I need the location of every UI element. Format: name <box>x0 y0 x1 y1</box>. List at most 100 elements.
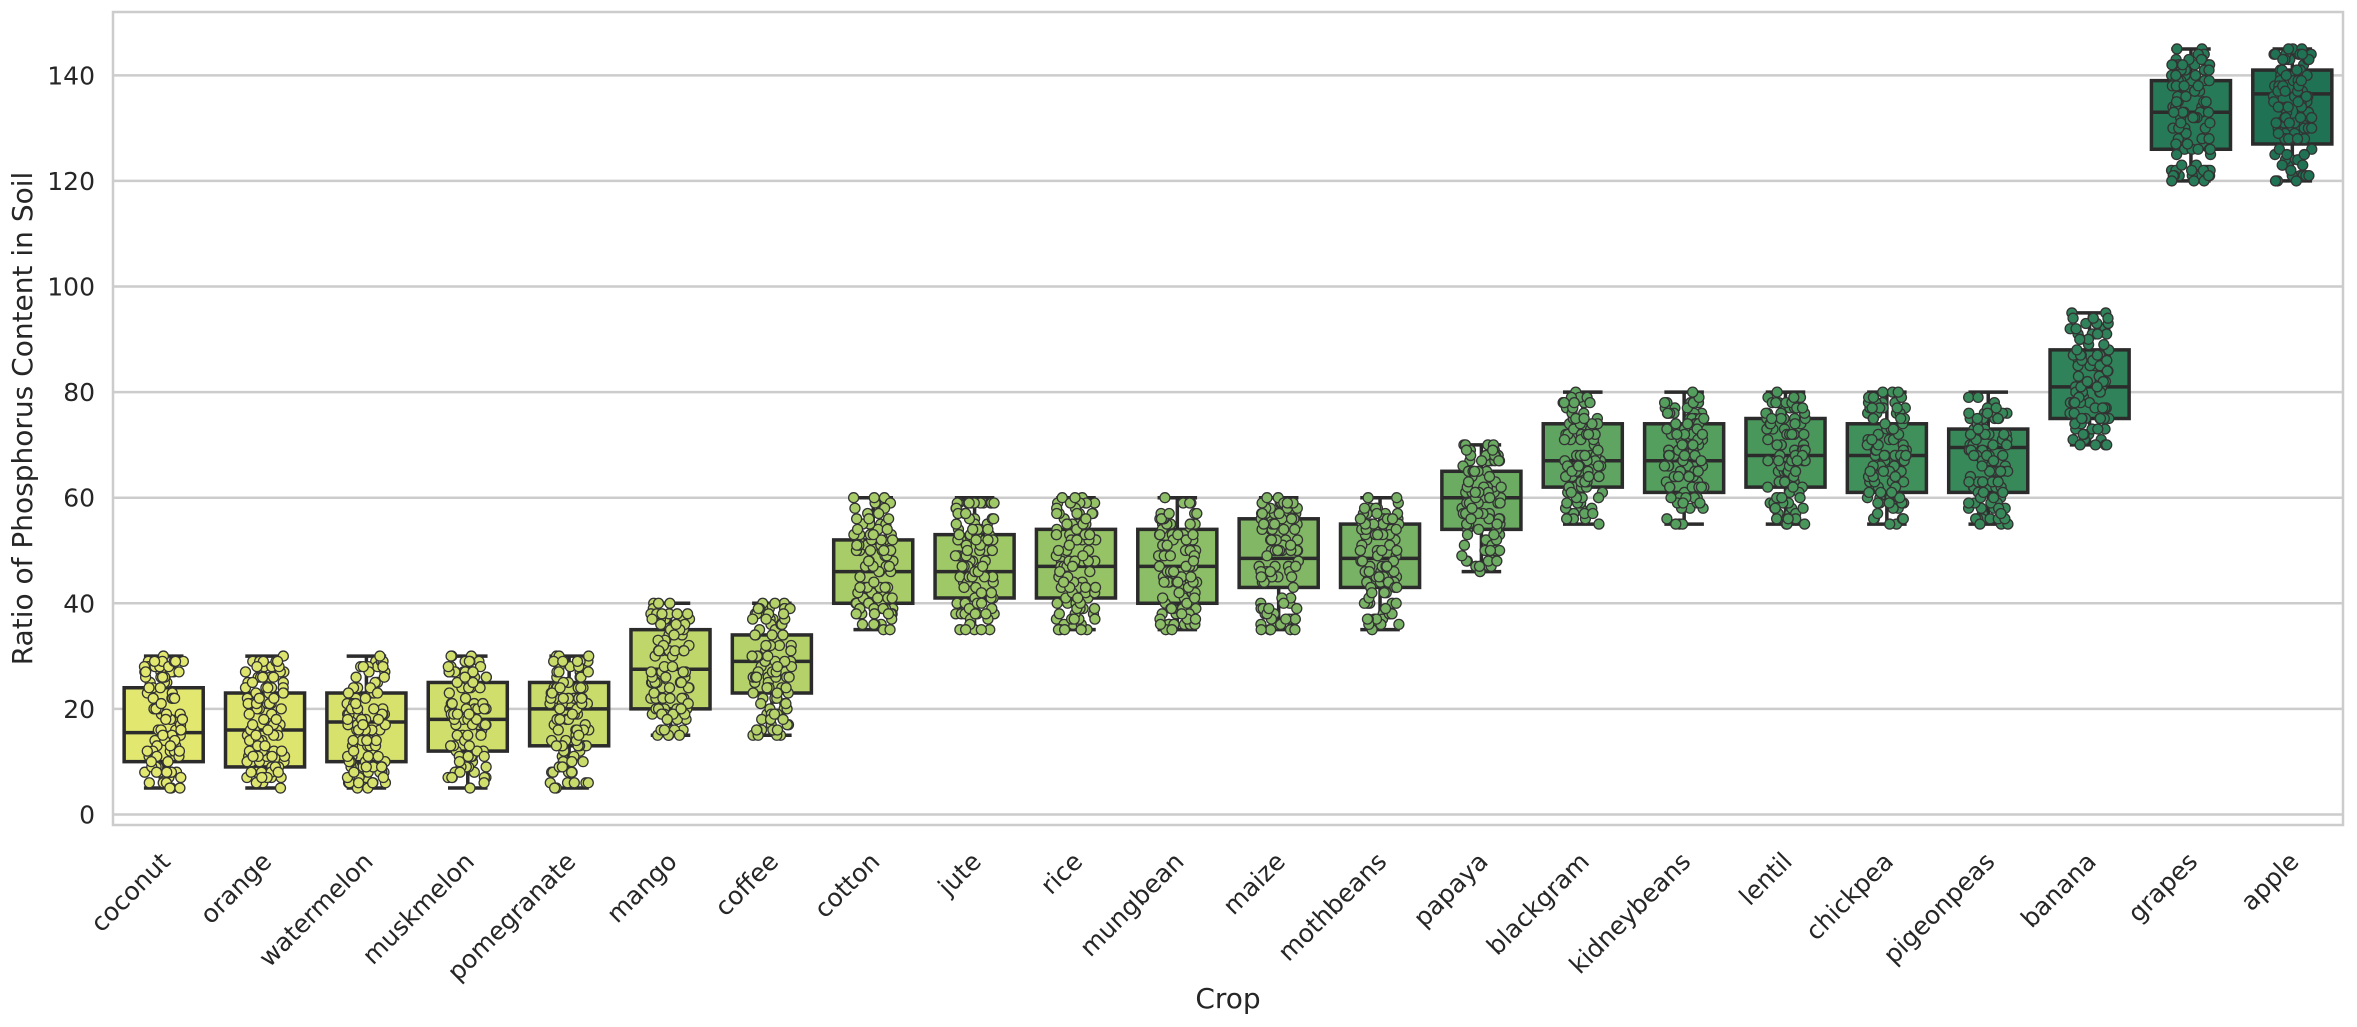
strip-point <box>1289 624 1301 636</box>
strip-point <box>1289 613 1301 625</box>
y-tick-label: 0 <box>79 800 95 829</box>
strip-point <box>1356 555 1369 567</box>
strip-point <box>1077 550 1089 562</box>
strip-point <box>1184 497 1196 509</box>
strip-point <box>664 597 676 609</box>
strip-point <box>1558 433 1571 446</box>
strip-point <box>987 513 1000 525</box>
strip-point <box>1154 528 1166 541</box>
points-mango <box>645 597 696 741</box>
strip-point <box>573 729 585 741</box>
strip-point <box>245 766 257 778</box>
strip-point <box>156 671 169 683</box>
strip-point <box>554 682 566 694</box>
strip-point <box>276 745 288 757</box>
strip-point <box>780 697 792 710</box>
strip-point <box>985 587 998 599</box>
strip-point <box>161 766 173 778</box>
strip-point <box>1493 544 1506 557</box>
strip-point <box>256 771 268 784</box>
strip-point <box>271 655 284 667</box>
strip-point <box>1782 513 1794 525</box>
strip-point <box>988 497 1000 509</box>
points-apple <box>2267 43 2318 187</box>
strip-point <box>1366 587 1378 599</box>
strip-point <box>1166 624 1178 636</box>
strip-point <box>464 782 476 794</box>
strip-point <box>2280 69 2292 82</box>
strip-point <box>886 592 898 604</box>
strip-point <box>1079 581 1092 594</box>
strip-point <box>2166 59 2178 71</box>
strip-point <box>262 724 274 736</box>
strip-point <box>959 624 972 636</box>
strip-point <box>1593 518 1605 530</box>
strip-point <box>1560 513 1573 525</box>
strip-point <box>160 713 172 726</box>
strip-point <box>1164 550 1176 562</box>
strip-point <box>882 513 895 525</box>
strip-point <box>881 523 893 536</box>
strip-point <box>878 544 890 557</box>
strip-point <box>371 687 384 699</box>
strip-point <box>1992 412 2004 425</box>
points-mungbean <box>1152 492 1203 636</box>
strip-point <box>253 692 265 704</box>
strip-point <box>1972 391 1984 404</box>
strip-point <box>1579 449 1591 462</box>
strip-point <box>675 676 687 689</box>
y-tick-label: 60 <box>63 484 95 513</box>
strip-point <box>875 534 887 546</box>
strip-point <box>1280 613 1292 625</box>
strip-point <box>173 666 185 678</box>
strip-point <box>168 692 181 704</box>
strip-point <box>1066 560 1079 572</box>
strip-point <box>2097 402 2109 414</box>
strip-point <box>1084 528 1096 541</box>
strip-point <box>675 703 687 715</box>
strip-point <box>246 719 259 731</box>
strip-point <box>1362 492 1374 504</box>
strip-point <box>771 660 784 673</box>
strip-point <box>780 682 792 694</box>
strip-point <box>1963 407 1975 419</box>
strip-point <box>2067 312 2079 324</box>
strip-point <box>1191 507 1203 520</box>
strip-point <box>2291 133 2304 145</box>
strip-point <box>1056 492 1068 504</box>
strip-point <box>886 534 899 546</box>
strip-point <box>1977 476 1989 488</box>
strip-point <box>1587 507 1599 520</box>
strip-point <box>272 766 284 778</box>
strip-point <box>1188 592 1201 604</box>
strip-point <box>956 560 968 572</box>
strip-point <box>1484 544 1497 557</box>
strip-point <box>755 697 767 710</box>
strip-point <box>157 729 169 741</box>
strip-point <box>575 692 588 704</box>
strip-point <box>854 571 866 583</box>
strip-point <box>2180 90 2192 103</box>
strip-point <box>1981 407 1994 419</box>
strip-point <box>1287 581 1300 594</box>
strip-point <box>1261 550 1273 562</box>
strip-point <box>582 666 594 678</box>
y-tick-label: 20 <box>63 695 95 724</box>
strip-point <box>868 608 881 620</box>
strip-point <box>175 771 187 784</box>
strip-point <box>1255 624 1267 636</box>
strip-point <box>1788 391 1800 404</box>
strip-point <box>1770 397 1782 409</box>
strip-point <box>1769 502 1781 514</box>
strip-point <box>2276 159 2288 171</box>
strip-point <box>1658 397 1671 409</box>
strip-point <box>1391 544 1403 557</box>
strip-point <box>478 703 490 715</box>
strip-point <box>2072 370 2085 382</box>
strip-point <box>1972 423 1984 435</box>
strip-point <box>1983 465 1996 477</box>
strip-point <box>2001 439 2013 451</box>
strip-point <box>1796 402 1809 414</box>
strip-point <box>873 507 885 520</box>
